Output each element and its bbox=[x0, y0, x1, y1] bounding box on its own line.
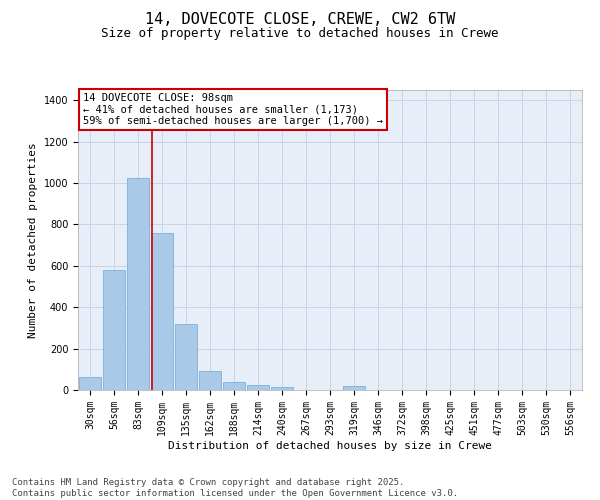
X-axis label: Distribution of detached houses by size in Crewe: Distribution of detached houses by size … bbox=[168, 440, 492, 450]
Text: 14, DOVECOTE CLOSE, CREWE, CW2 6TW: 14, DOVECOTE CLOSE, CREWE, CW2 6TW bbox=[145, 12, 455, 28]
Bar bbox=[103, 270, 125, 390]
Text: Contains HM Land Registry data © Crown copyright and database right 2025.
Contai: Contains HM Land Registry data © Crown c… bbox=[12, 478, 458, 498]
Text: 14 DOVECOTE CLOSE: 98sqm
← 41% of detached houses are smaller (1,173)
59% of sem: 14 DOVECOTE CLOSE: 98sqm ← 41% of detach… bbox=[83, 93, 383, 126]
Bar bbox=[199, 372, 221, 390]
Bar bbox=[175, 324, 197, 390]
Bar bbox=[127, 178, 149, 390]
Bar bbox=[79, 376, 101, 390]
Bar bbox=[247, 386, 269, 390]
Y-axis label: Number of detached properties: Number of detached properties bbox=[28, 142, 38, 338]
Bar bbox=[223, 382, 245, 390]
Bar bbox=[151, 233, 173, 390]
Text: Size of property relative to detached houses in Crewe: Size of property relative to detached ho… bbox=[101, 28, 499, 40]
Bar bbox=[343, 386, 365, 390]
Bar bbox=[271, 387, 293, 390]
